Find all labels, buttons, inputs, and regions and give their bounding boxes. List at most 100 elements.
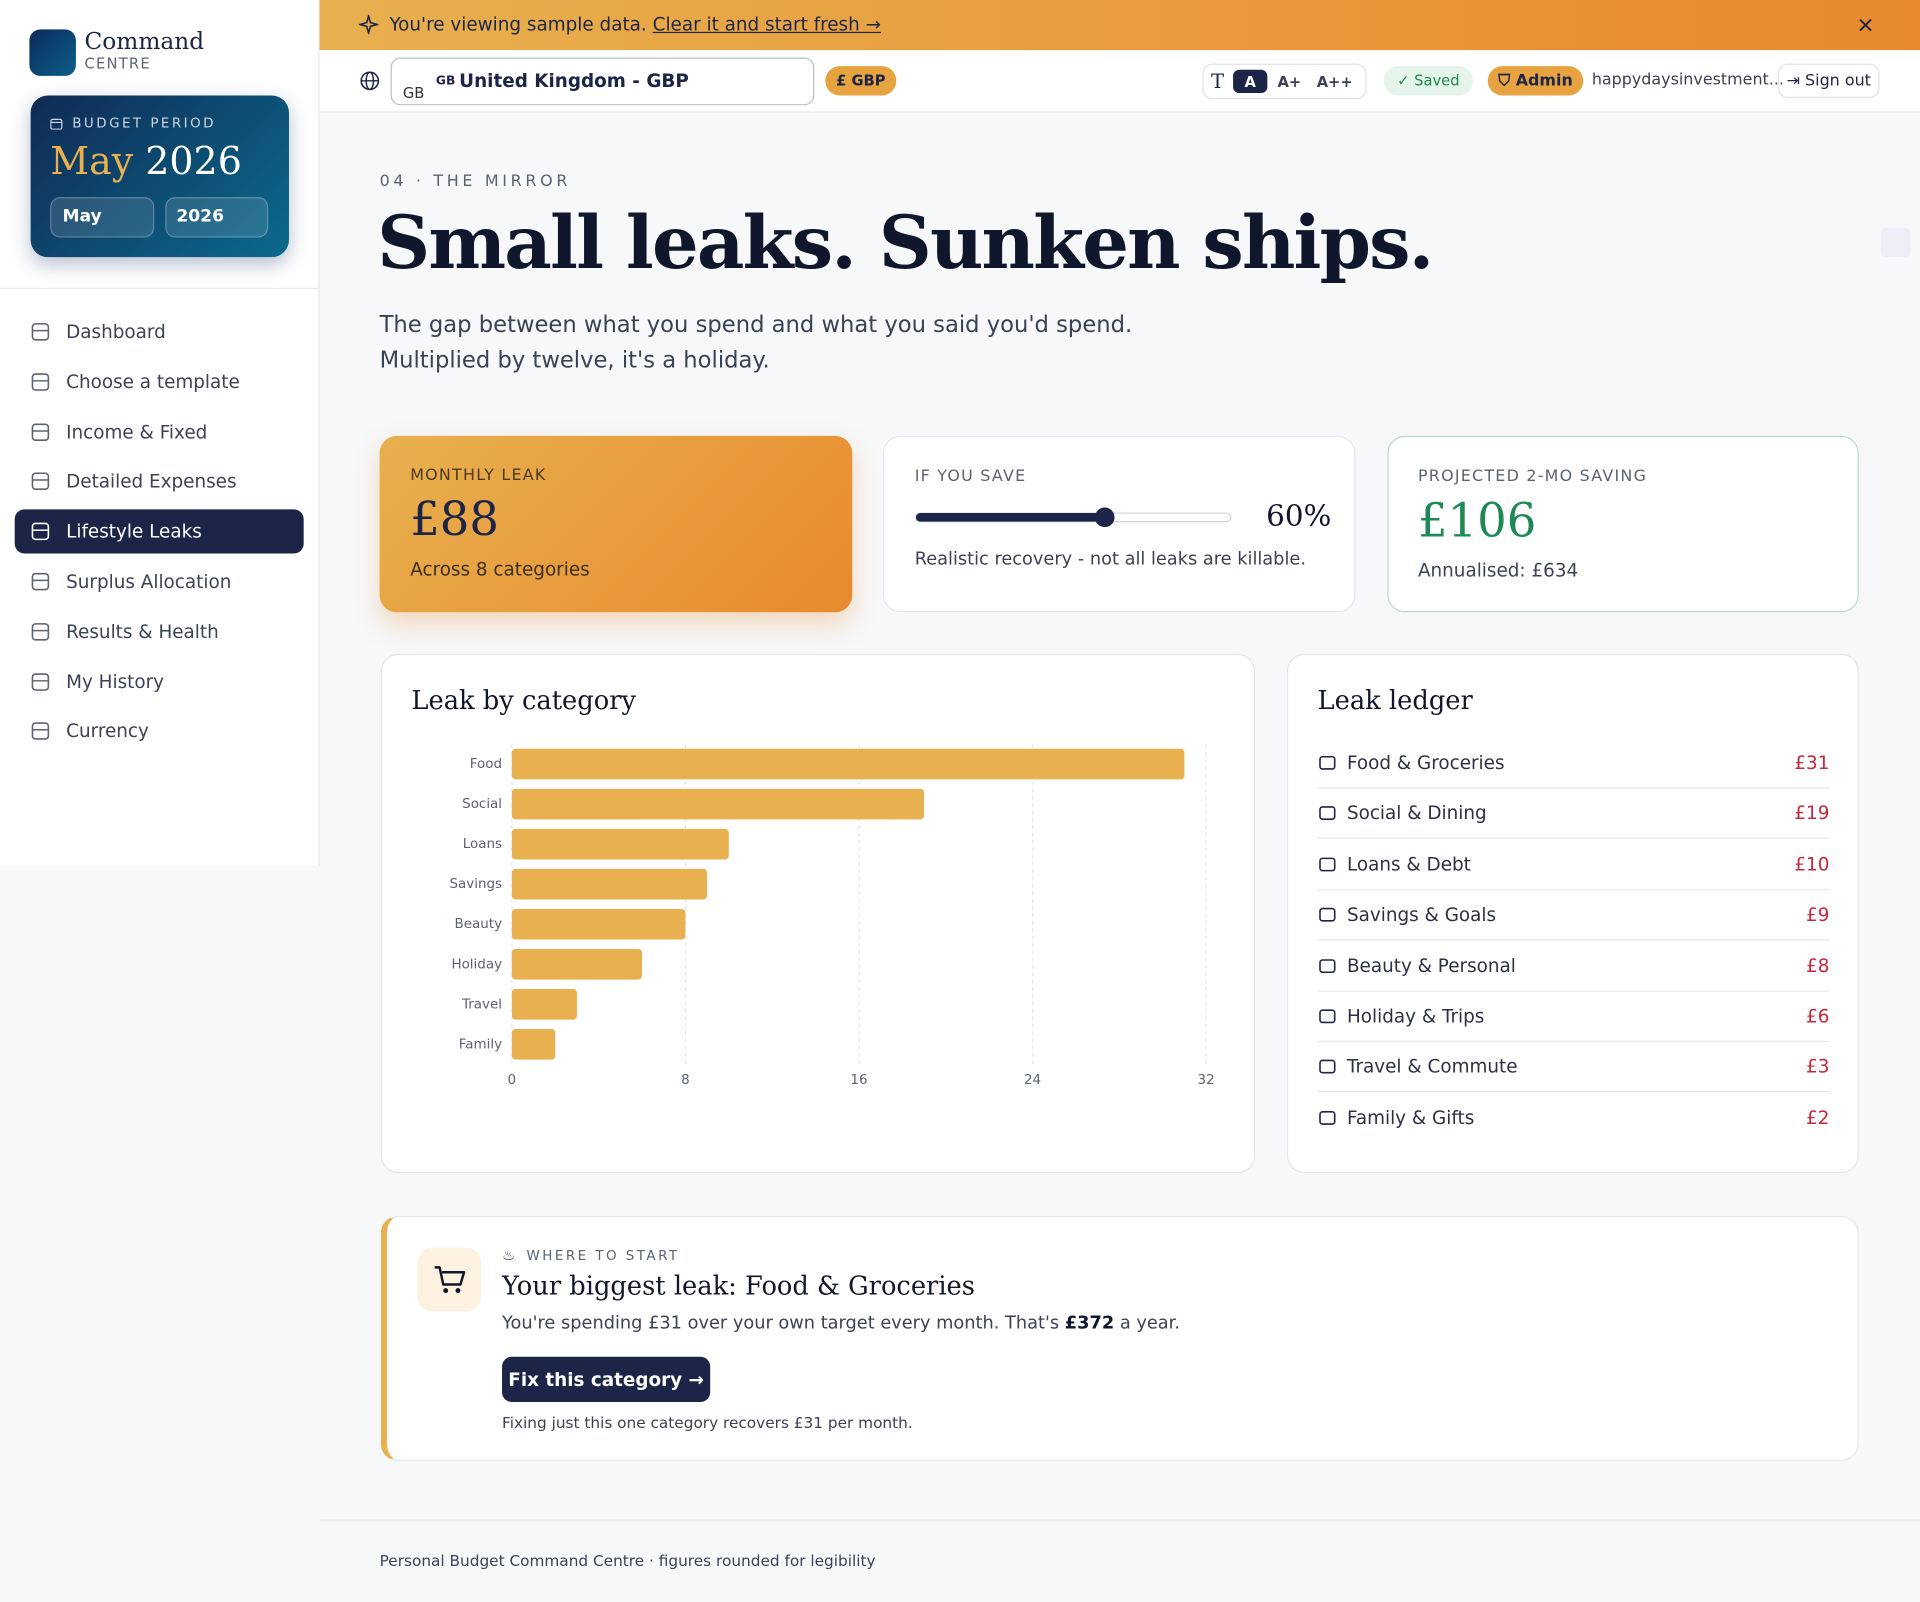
nav-icon (31, 323, 50, 341)
ledger-row: Loans & Debt £10 (1317, 840, 1830, 890)
ledger-name: Social & Dining (1346, 802, 1487, 825)
nav-item[interactable]: Results & Health (15, 610, 304, 654)
ledger-name: Family & Gifts (1346, 1107, 1475, 1130)
nav-label: My History (66, 670, 165, 693)
icon-shape (1319, 958, 1336, 973)
kpi-percent: 60% (1266, 498, 1332, 533)
ledger-icon (1319, 857, 1336, 872)
brand-name: Command (84, 28, 205, 56)
calendar-icon (50, 118, 63, 130)
y-tick-label: Family (459, 1037, 502, 1052)
nav-label: Currency (66, 720, 149, 743)
ledger-icon (1319, 958, 1336, 973)
kpi-label: MONTHLY LEAK (410, 466, 547, 485)
admin-text: Admin (1515, 71, 1573, 91)
nav-item[interactable]: Currency (15, 709, 304, 753)
banner-link[interactable]: Clear it and start fresh → (652, 13, 882, 36)
period-year: 2026 (145, 139, 242, 184)
ledger-icon (1319, 806, 1336, 821)
y-tick-label: Savings (449, 877, 502, 892)
country-name: United Kingdom - GBP (459, 69, 689, 92)
country-select[interactable]: GB United Kingdom - GBP GB (390, 57, 815, 106)
banner-text: You're viewing sample data. Clear it and… (389, 13, 881, 35)
ledger-amount: £9 (1806, 903, 1830, 926)
ledger-icon (1319, 755, 1336, 770)
ledger-row: Social & Dining £19 (1317, 789, 1830, 840)
month-select[interactable]: May (50, 197, 155, 238)
period-month: May (50, 139, 134, 184)
period-label: BUDGET PERIOD (72, 115, 216, 132)
icon-shape (31, 622, 50, 641)
nav-item[interactable]: Dashboard (15, 310, 304, 354)
font-size-button[interactable]: A (1233, 69, 1268, 94)
callout-text-b: a year. (1119, 1313, 1180, 1334)
period-title: May 2026 (50, 140, 242, 184)
icon-shape (31, 373, 50, 391)
nav-item[interactable]: Choose a template (15, 360, 304, 404)
icon-shape (1319, 1009, 1336, 1024)
bar (511, 748, 1185, 780)
ledger-amount: £3 (1806, 1055, 1830, 1079)
admin-badge: ⛉ Admin (1487, 66, 1584, 96)
logo[interactable] (29, 29, 76, 76)
y-tick-label: Beauty (455, 917, 503, 932)
slider-thumb[interactable] (1094, 507, 1115, 528)
nav-label: Income & Fixed (66, 420, 208, 443)
kpi-if-you-save: IF YOU SAVE 60% Realistic recovery - not… (882, 435, 1356, 613)
user-email: happydaysinvestment... (1591, 71, 1784, 90)
ledger-name: Beauty & Personal (1346, 954, 1516, 977)
cart-icon (434, 1266, 466, 1294)
nav-item[interactable]: Detailed Expenses (15, 460, 304, 504)
nav-label: Dashboard (66, 320, 166, 343)
nav-item[interactable]: Surplus Allocation (15, 560, 304, 604)
ledger-title: Leak ledger (1317, 685, 1473, 716)
bar (511, 989, 577, 1020)
sign-out-icon: ⇥ (1786, 71, 1806, 91)
year-select[interactable]: 2026 (165, 197, 269, 238)
x-tick-label: 24 (1024, 1073, 1041, 1088)
bar-chart: 0 8 16 24 32 Food Social Loans Savings Beauty Holi… (449, 744, 1215, 1088)
kpi-projected: PROJECTED 2-MO SAVING £106 Annualised: £… (1387, 435, 1859, 613)
nav-icon (31, 672, 50, 691)
saved-text: Saved (1414, 72, 1460, 90)
kpi-note: Across 8 categories (410, 558, 590, 581)
callout-eyebrow: WHERE TO START (526, 1247, 680, 1264)
page-subtitle: The gap between what you spend and what … (379, 312, 1133, 374)
icon-shape (31, 672, 50, 691)
kpi-note: Annualised: £634 (1417, 559, 1579, 582)
font-size-button[interactable]: A++ (1316, 72, 1353, 91)
page-title: Small leaks. Sunken ships. (377, 200, 1434, 287)
globe-icon (360, 71, 380, 91)
nav-label: Results & Health (66, 620, 219, 643)
cart-icon-box (417, 1247, 482, 1312)
nav-item[interactable]: Lifestyle Leaks (14, 509, 304, 554)
nav-item[interactable]: Income & Fixed (15, 410, 304, 454)
nav-label: Choose a template (66, 370, 240, 393)
nav-icon (31, 572, 50, 591)
saved-badge: ✓ Saved (1383, 66, 1474, 96)
x-tick-label: 32 (1198, 1073, 1215, 1088)
font-size-group: T A A+ A++ (1202, 63, 1367, 100)
y-tick-label: Travel (461, 997, 502, 1012)
bar (511, 948, 643, 980)
sign-out[interactable]: ⇥ Sign out (1777, 63, 1880, 98)
kpi-label: PROJECTED 2-MO SAVING (1417, 467, 1648, 487)
callout-text-a: You're spending £31 over your own target… (502, 1313, 1060, 1334)
sign-out-text: Sign out (1805, 71, 1871, 91)
fix-button[interactable]: Fix this category → (502, 1356, 711, 1403)
nav-item[interactable]: My History (15, 660, 304, 704)
close-banner[interactable] (1859, 18, 1872, 32)
ledger-name: Savings & Goals (1346, 903, 1497, 926)
font-size-button[interactable]: A+ (1277, 72, 1302, 91)
ledger-icon (1319, 1009, 1336, 1024)
nav-icon (31, 722, 50, 741)
icon-shape (1319, 857, 1336, 872)
ledger-name: Loans & Debt (1346, 853, 1471, 876)
y-tick-label: Holiday (451, 957, 502, 972)
side-widget[interactable] (1880, 227, 1911, 258)
icon-shape (31, 422, 50, 441)
chart-title: Leak by category (411, 685, 637, 716)
icon-shape (31, 323, 50, 341)
sample-banner: You're viewing sample data. Clear it and… (319, 0, 1920, 51)
savings-slider[interactable] (884, 498, 1251, 535)
